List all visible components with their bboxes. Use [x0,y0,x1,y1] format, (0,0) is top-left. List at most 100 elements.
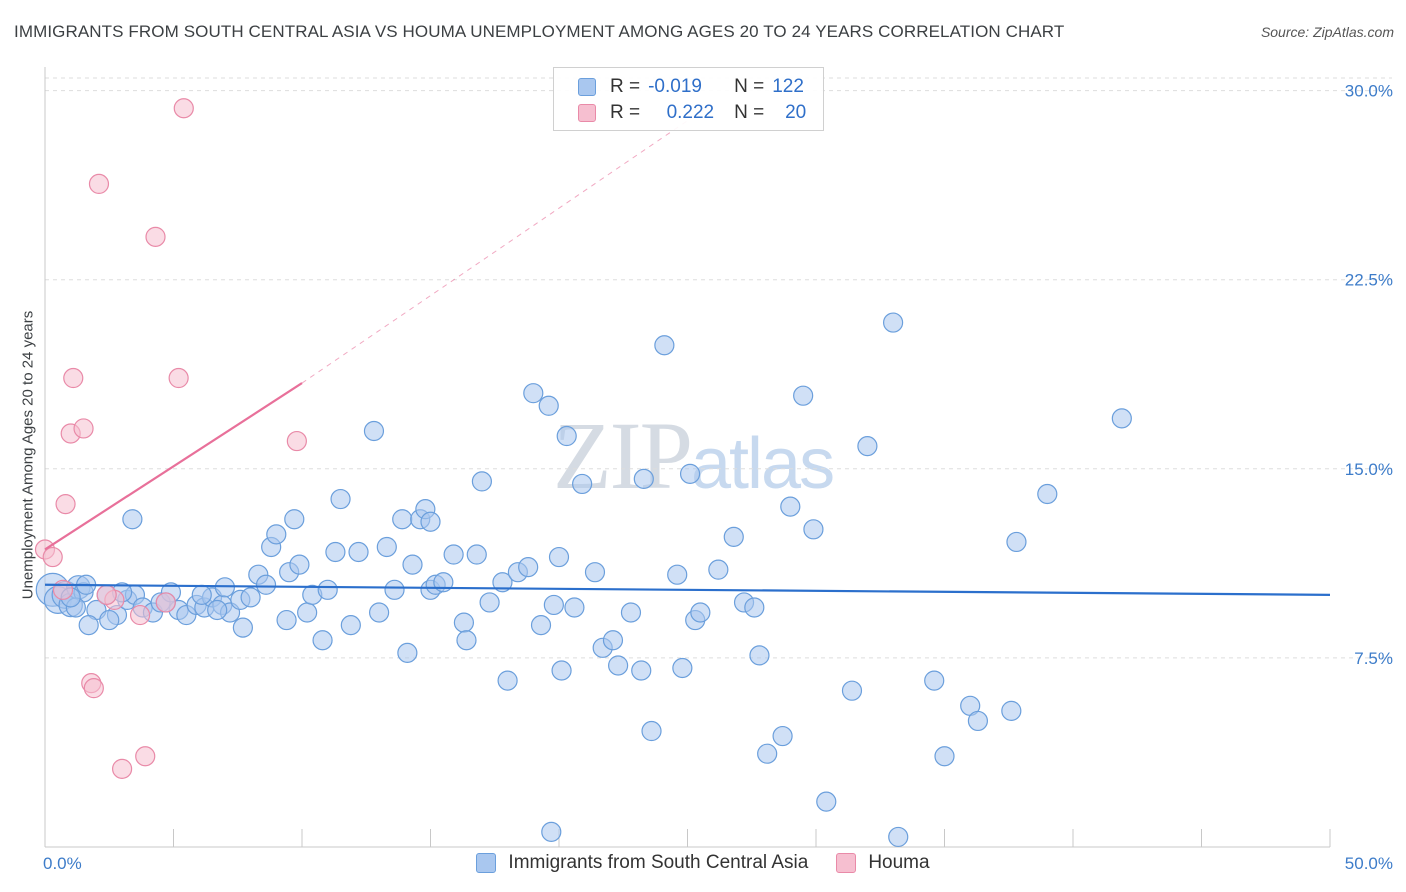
immigrants-point [348,541,369,563]
immigrants-point [1037,483,1058,505]
houma-point [42,546,63,568]
legend-item-immigrants[interactable]: Immigrants from South Central Asia [476,852,808,874]
immigrants-point [584,562,606,583]
legend-swatch-blue [578,78,596,96]
legend-r-label: R = [610,76,641,97]
immigrants-point [967,710,989,732]
immigrants-point [708,559,729,580]
houma-point [129,604,151,626]
immigrants-point [564,597,585,618]
immigrants-point [551,660,572,681]
immigrants-point [530,615,552,636]
legend-row-immigrants: R = -0.019 N = 122 [578,75,804,99]
trend-lines [44,102,1331,596]
houma-point [168,367,189,389]
immigrants-point [420,511,441,532]
legend-swatch-pink [578,104,596,122]
immigrants-point [392,509,413,530]
immigrants-point [284,509,305,530]
bottom-legend: Immigrants from South Central Asia Houma [0,852,1406,874]
immigrants-point [492,572,513,593]
immigrants-point [641,720,662,742]
chart-title: IMMIGRANTS FROM SOUTH CENTRAL ASIA VS HO… [14,22,1065,41]
houma-trend-line [44,382,303,551]
houma-point [155,592,176,613]
immigrants-point [780,496,801,517]
houma-point [111,758,133,779]
tick-labels: 7.5% 15.0% 22.5% 30.0% 0.0% 50.0% [43,82,1393,873]
legend-label-immigrants: Immigrants from South Central Asia [508,852,809,873]
immigrants-point [471,471,492,492]
immigrants-point [99,609,120,631]
houma-point [83,678,104,699]
immigrants-point [803,519,824,540]
immigrants-point [679,463,701,484]
immigrants-point [744,597,765,618]
legend-row-houma: R = 0.222 N = 20 [578,101,806,125]
immigrants-point [289,554,310,575]
houma-point [55,494,76,515]
x-tick-label: 0.0% [43,854,82,873]
immigrants-point [882,312,904,333]
legend-item-houma[interactable]: Houma [836,852,930,874]
houma-point [286,430,307,452]
immigrants-point [122,509,143,530]
immigrants-point [608,655,629,676]
immigrants-point [518,557,539,578]
immigrants-point [453,612,475,633]
immigrants-point [793,385,814,406]
legend-n-value: 122 [772,76,804,97]
houma-point [52,579,74,600]
immigrants-point [191,584,212,605]
immigrants-point [456,630,477,651]
houma-point [63,367,84,389]
legend-swatch-pink [836,853,857,873]
houma-point [173,98,194,119]
watermark-atlas: atlas [691,424,835,504]
immigrants-point [317,579,338,600]
immigrants-point [538,395,559,416]
axes [44,67,1331,848]
series-houma-points [34,98,307,779]
immigrants-point [1001,700,1022,721]
immigrants-point [466,544,487,565]
source-label: Source: ZipAtlas.com [1260,24,1394,40]
houma-point [88,173,110,194]
immigrants-point [548,546,570,568]
y-tick-label: 7.5% [1354,649,1393,668]
immigrants-point [497,670,518,691]
y-tick-label: 15.0% [1345,460,1393,479]
immigrants-point [667,564,688,585]
immigrants-point [340,615,361,636]
immigrants-point [297,602,318,623]
immigrants-point [397,642,418,663]
legend-r-value: -0.019 [648,76,702,97]
immigrants-point [857,436,878,457]
immigrants-point [369,602,390,623]
immigrants-point [620,602,642,623]
immigrants-point [363,420,385,442]
immigrants-point [523,383,544,404]
immigrants-point [572,473,593,495]
legend-n-value: 20 [785,102,807,123]
immigrants-point [402,554,423,575]
houma-point [96,584,117,605]
legend-label-houma: Houma [868,852,930,873]
immigrants-point [841,680,863,701]
houma-trend-extension [301,102,714,384]
legend-r-label: R = [610,102,641,123]
immigrants-point [330,488,351,510]
immigrants-point [541,821,562,842]
immigrants-point [1006,531,1027,553]
houma-point [73,418,94,439]
immigrants-point [479,592,500,613]
immigrants-point [443,544,464,565]
immigrants-trend-line [44,583,1331,596]
immigrants-point [325,541,346,563]
immigrants-point [266,524,287,545]
legend-n-label: N = [734,102,765,123]
immigrants-point [556,425,577,447]
immigrants-point [934,746,955,767]
immigrants-point [276,609,297,631]
immigrants-point [376,536,397,558]
